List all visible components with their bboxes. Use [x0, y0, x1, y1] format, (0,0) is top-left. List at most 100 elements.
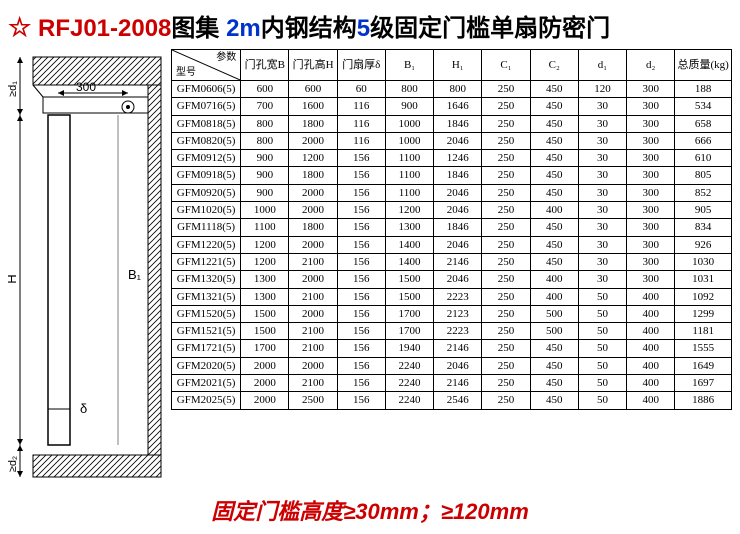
- value-cell: 905: [675, 202, 732, 219]
- value-cell: 1800: [289, 115, 337, 132]
- model-cell: GFM0912(5): [172, 150, 241, 167]
- model-cell: GFM0606(5): [172, 81, 241, 98]
- value-cell: 156: [337, 340, 385, 357]
- value-cell: 1700: [241, 340, 289, 357]
- table-row: GFM2020(5)200020001562240204625045050400…: [172, 357, 732, 374]
- value-cell: 30: [578, 184, 626, 201]
- table-header-cell: d₂: [627, 50, 675, 81]
- value-cell: 250: [482, 236, 530, 253]
- value-cell: 2000: [241, 375, 289, 392]
- value-cell: 2000: [289, 271, 337, 288]
- value-cell: 156: [337, 392, 385, 409]
- value-cell: 300: [627, 253, 675, 270]
- value-cell: 2100: [289, 323, 337, 340]
- value-cell: 1800: [289, 167, 337, 184]
- value-cell: 1300: [385, 219, 433, 236]
- model-cell: GFM1520(5): [172, 305, 241, 322]
- value-cell: 1400: [385, 253, 433, 270]
- value-cell: 1031: [675, 271, 732, 288]
- value-cell: 450: [530, 132, 578, 149]
- value-cell: 2100: [289, 375, 337, 392]
- table-header-cell: C₂: [530, 50, 578, 81]
- value-cell: 30: [578, 219, 626, 236]
- value-cell: 50: [578, 340, 626, 357]
- value-cell: 450: [530, 375, 578, 392]
- value-cell: 800: [385, 81, 433, 98]
- value-cell: 250: [482, 271, 530, 288]
- value-cell: 116: [337, 115, 385, 132]
- value-cell: 30: [578, 115, 626, 132]
- value-cell: 250: [482, 323, 530, 340]
- value-cell: 1100: [241, 219, 289, 236]
- value-cell: 300: [627, 184, 675, 201]
- table-body: GFM0606(5)60060060800800250450120300188G…: [172, 81, 732, 410]
- value-cell: 50: [578, 357, 626, 374]
- value-cell: 300: [627, 98, 675, 115]
- value-cell: 852: [675, 184, 732, 201]
- table-row: GFM0818(5)800180011610001846250450303006…: [172, 115, 732, 132]
- value-cell: 2146: [434, 340, 482, 357]
- value-cell: 250: [482, 184, 530, 201]
- value-cell: 156: [337, 253, 385, 270]
- value-cell: 2240: [385, 375, 433, 392]
- value-cell: 120: [578, 81, 626, 98]
- table-row: GFM0716(5)700160011690016462504503030053…: [172, 98, 732, 115]
- value-cell: 450: [530, 150, 578, 167]
- value-cell: 1100: [385, 184, 433, 201]
- title-part1b: 图集: [171, 15, 219, 42]
- value-cell: 30: [578, 202, 626, 219]
- value-cell: 50: [578, 375, 626, 392]
- corner-model: 型号: [176, 66, 196, 79]
- table-row: GFM1220(5)120020001561400204625045030300…: [172, 236, 732, 253]
- value-cell: 1555: [675, 340, 732, 357]
- value-cell: 900: [241, 167, 289, 184]
- value-cell: 300: [627, 167, 675, 184]
- table-row: GFM0606(5)60060060800800250450120300188: [172, 81, 732, 98]
- label-d2: ≥d₂: [8, 456, 19, 472]
- value-cell: 2000: [241, 357, 289, 374]
- value-cell: 400: [627, 357, 675, 374]
- value-cell: 1697: [675, 375, 732, 392]
- title-star: ☆: [8, 12, 31, 42]
- model-cell: GFM2025(5): [172, 392, 241, 409]
- value-cell: 156: [337, 288, 385, 305]
- value-cell: 300: [627, 202, 675, 219]
- label-H: H: [8, 274, 19, 283]
- value-cell: 250: [482, 288, 530, 305]
- dim-300: 300: [76, 80, 96, 94]
- table-corner-cell: 参数 型号: [172, 50, 241, 81]
- value-cell: 2100: [289, 288, 337, 305]
- value-cell: 1300: [241, 271, 289, 288]
- value-cell: 450: [530, 167, 578, 184]
- value-cell: 450: [530, 253, 578, 270]
- value-cell: 500: [530, 323, 578, 340]
- value-cell: 250: [482, 357, 530, 374]
- table-row: GFM0820(5)800200011610002046250450303006…: [172, 132, 732, 149]
- table-header-cell: 总质量(kg): [675, 50, 732, 81]
- value-cell: 250: [482, 115, 530, 132]
- value-cell: 1500: [241, 305, 289, 322]
- value-cell: 300: [627, 236, 675, 253]
- value-cell: 450: [530, 219, 578, 236]
- model-cell: GFM1221(5): [172, 253, 241, 270]
- value-cell: 300: [627, 132, 675, 149]
- value-cell: 2000: [289, 202, 337, 219]
- table-row: GFM1118(5)110018001561300184625045030300…: [172, 219, 732, 236]
- value-cell: 50: [578, 288, 626, 305]
- table-row: GFM1221(5)120021001561400214625045030300…: [172, 253, 732, 270]
- value-cell: 1646: [434, 98, 482, 115]
- table-row: GFM1521(5)150021001561700222325050050400…: [172, 323, 732, 340]
- value-cell: 60: [337, 81, 385, 98]
- value-cell: 2100: [289, 340, 337, 357]
- value-cell: 116: [337, 98, 385, 115]
- value-cell: 1246: [434, 150, 482, 167]
- value-cell: 450: [530, 340, 578, 357]
- value-cell: 30: [578, 132, 626, 149]
- table-header-cell: 门孔宽B: [241, 50, 289, 81]
- value-cell: 1846: [434, 219, 482, 236]
- value-cell: 2146: [434, 253, 482, 270]
- value-cell: 156: [337, 219, 385, 236]
- value-cell: 156: [337, 305, 385, 322]
- label-B1: B₁: [128, 267, 142, 282]
- value-cell: 1500: [385, 271, 433, 288]
